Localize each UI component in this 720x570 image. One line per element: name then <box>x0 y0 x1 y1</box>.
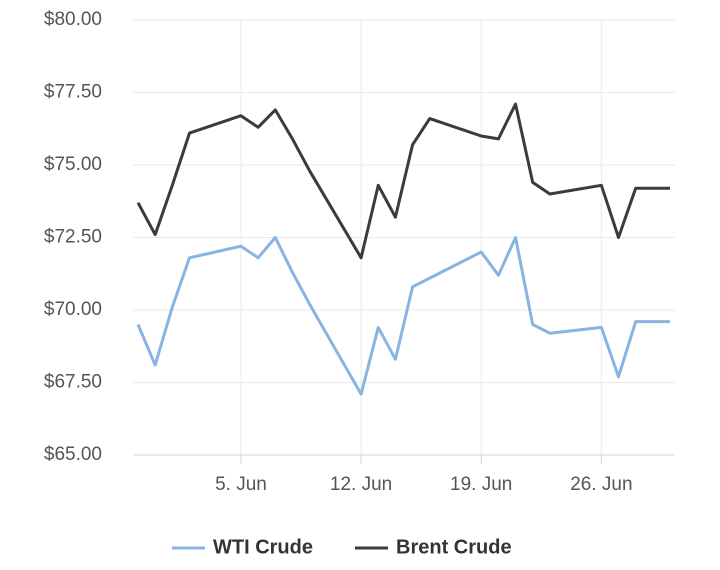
x-tick-label: 19. Jun <box>450 474 512 495</box>
series-line <box>136 102 670 260</box>
legend-text: Brent Crude <box>396 536 512 558</box>
y-tick-label: $80.00 <box>44 9 102 30</box>
y-tick-label: $67.50 <box>44 372 102 393</box>
y-tick-label: $72.50 <box>44 227 102 248</box>
y-tick-label: $75.00 <box>44 154 102 175</box>
x-tick-label: 12. Jun <box>330 474 392 495</box>
x-tick-label: 26. Jun <box>570 474 632 495</box>
y-tick-label: $70.00 <box>44 299 102 320</box>
series-line <box>136 236 670 396</box>
y-tick-label: $77.50 <box>44 82 102 103</box>
legend-text: WTI Crude <box>213 536 313 558</box>
x-tick-label: 5. Jun <box>215 474 267 495</box>
y-tick-label: $65.00 <box>44 444 102 465</box>
